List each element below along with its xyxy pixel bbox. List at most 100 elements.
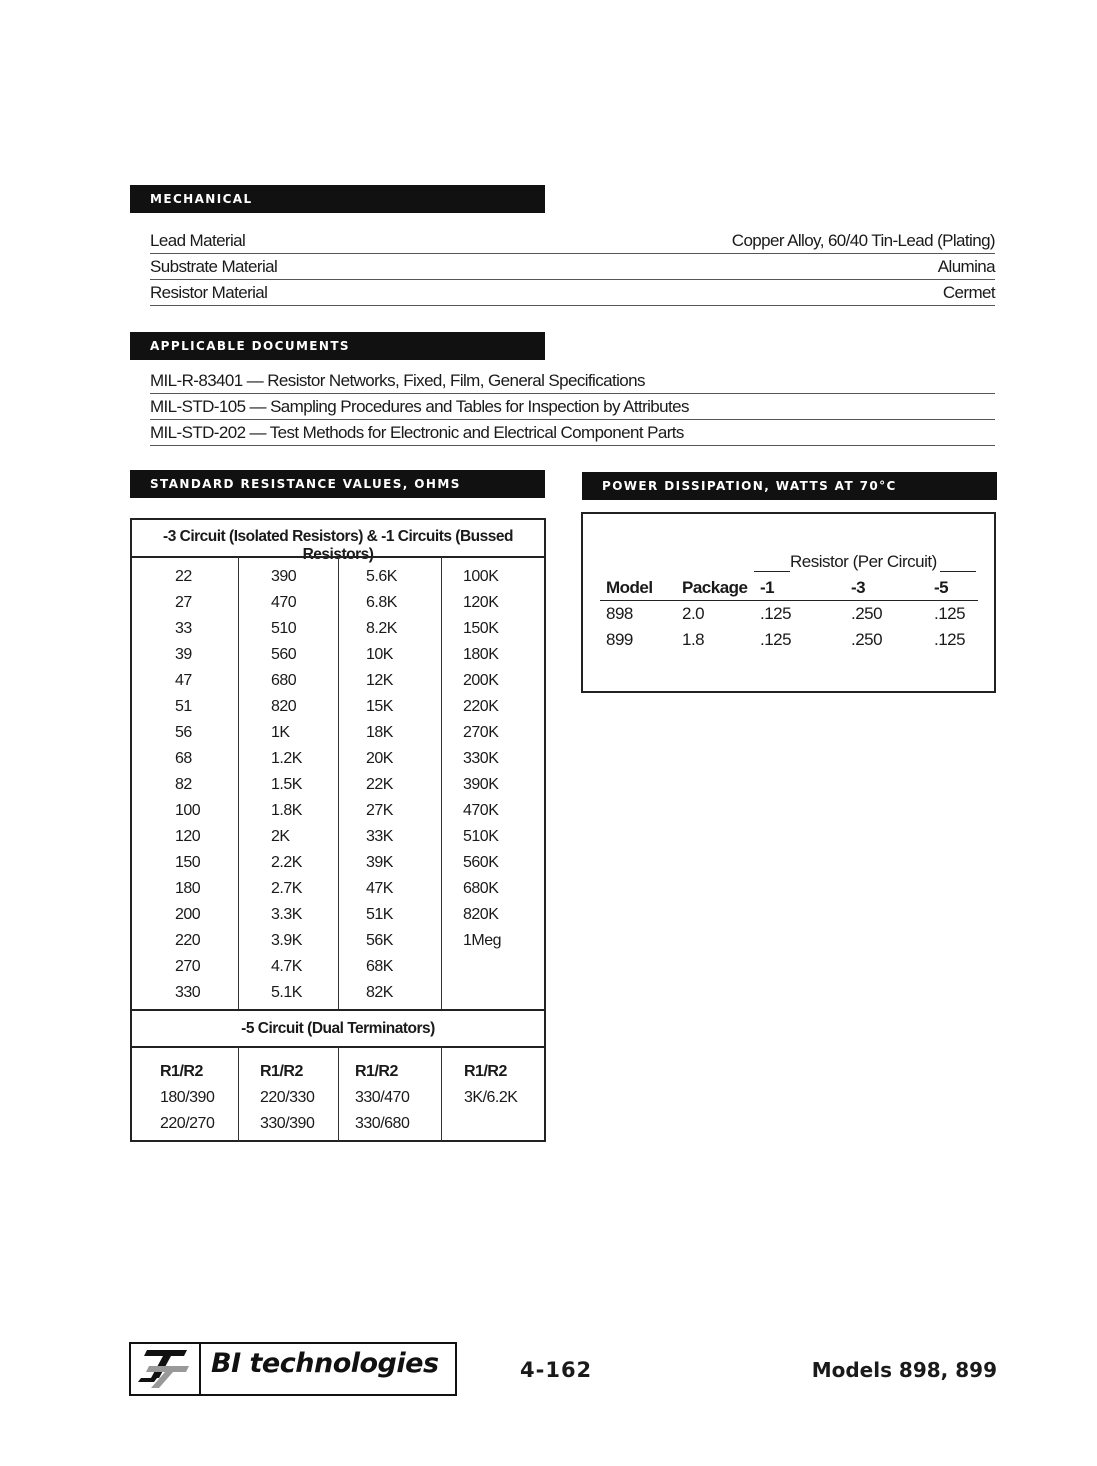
dual-value: 3K/6.2K <box>464 1089 518 1106</box>
resistance-value: 510K <box>463 828 499 845</box>
power-value: .125 <box>760 604 792 623</box>
resistance-value: 270 <box>175 958 201 975</box>
resistance-value: 1K <box>271 724 290 741</box>
resistance-value: 330 <box>175 984 201 1001</box>
resistance-value: 150 <box>175 854 201 871</box>
resistance-value: 220 <box>175 932 201 949</box>
column-divider <box>441 1047 442 1141</box>
resistance-value: 3.9K <box>271 932 302 949</box>
resistance-value: 510 <box>271 620 297 637</box>
resistance-value: 120K <box>463 594 499 611</box>
resistance-value: 51K <box>366 906 393 923</box>
resistance-value: 220K <box>463 698 499 715</box>
mechanical-row: Resistor Material Cermet <box>150 280 996 306</box>
resistance-value: 68 <box>175 750 192 767</box>
resistance-value: 2K <box>271 828 290 845</box>
dual-value: 330/390 <box>260 1115 315 1132</box>
group-rule <box>940 571 976 572</box>
resistance-value: 6.8K <box>366 594 397 611</box>
power-value: 1.8 <box>682 630 705 649</box>
document-item: MIL-R-83401 — Resistor Networks, Fixed, … <box>150 371 645 390</box>
resistance-value: 82K <box>366 984 393 1001</box>
resistance-value: 39K <box>366 854 393 871</box>
resistance-value: 56K <box>366 932 393 949</box>
resistance-value: 330K <box>463 750 499 767</box>
power-header: -1 <box>760 578 775 597</box>
resistance-value: 150K <box>463 620 499 637</box>
resistance-value: 200K <box>463 672 499 689</box>
mechanical-heading: Mechanical <box>130 185 545 213</box>
resistance-value: 5.6K <box>366 568 397 585</box>
document-item: MIL-STD-202 — Test Methods for Electroni… <box>150 423 684 442</box>
resistance-value: 120 <box>175 828 201 845</box>
resistance-table <box>130 518 546 1142</box>
resistance-value: 33K <box>366 828 393 845</box>
resistance-value: 270K <box>463 724 499 741</box>
resistance-value: 56 <box>175 724 192 741</box>
resistance-value: 180K <box>463 646 499 663</box>
resistance-value: 100K <box>463 568 499 585</box>
dual-value: R1/R2 <box>160 1063 203 1080</box>
power-value: .125 <box>934 604 966 623</box>
resistance-value: 560 <box>271 646 297 663</box>
logo-mark-icon <box>138 1350 189 1388</box>
resistance-value: 680 <box>271 672 297 689</box>
resistance-value: 1.2K <box>271 750 302 767</box>
power-value: .250 <box>851 604 883 623</box>
power-value: 2.0 <box>682 604 705 623</box>
mechanical-label: Substrate Material <box>150 257 278 276</box>
header-rule <box>600 600 978 601</box>
power-value: 899 <box>606 630 633 649</box>
column-divider <box>338 1047 339 1141</box>
column-divider <box>238 557 239 1009</box>
resistance-value: 100 <box>175 802 201 819</box>
resistance-value: 82 <box>175 776 192 793</box>
resistance-value: 12K <box>366 672 393 689</box>
resistance-value: 22 <box>175 568 192 585</box>
resistance-value: 47 <box>175 672 192 689</box>
document-row: MIL-STD-202 — Test Methods for Electroni… <box>150 420 995 446</box>
power-header: Package <box>682 578 748 597</box>
resistance-value: 1.8K <box>271 802 302 819</box>
resistance-value: 2.7K <box>271 880 302 897</box>
power-value: .125 <box>934 630 966 649</box>
dual-value: 330/680 <box>355 1115 410 1132</box>
resistance-value: 1Meg <box>463 932 502 949</box>
resistance-table-title: -3 Circuit (Isolated Resistors) & -1 Cir… <box>163 528 513 563</box>
mechanical-value: Copper Alloy, 60/40 Tin-Lead (Plating) <box>731 231 996 250</box>
resistance-value: 470 <box>271 594 297 611</box>
resistance-value: 4.7K <box>271 958 302 975</box>
dual-value: R1/R2 <box>260 1063 303 1080</box>
resistance-value: 8.2K <box>366 620 397 637</box>
power-heading: Power Dissipation, Watts at 70°C <box>582 472 997 500</box>
resistance-value: 27 <box>175 594 192 611</box>
power-value: 898 <box>606 604 633 623</box>
resistance-value: 390K <box>463 776 499 793</box>
page-number: 4-162 <box>520 1358 593 1382</box>
company-logo: BI technologies <box>129 1342 457 1396</box>
resistance-value: 820 <box>271 698 297 715</box>
document-row: MIL-STD-105 — Sampling Procedures and Ta… <box>150 394 995 420</box>
group-label: Resistor (Per Circuit) <box>790 552 937 571</box>
power-header: -5 <box>934 578 949 597</box>
resistance-value: 15K <box>366 698 393 715</box>
mechanical-value: Cermet <box>942 283 996 302</box>
resistance-value: 5.1K <box>271 984 302 1001</box>
resistance-value: 51 <box>175 698 192 715</box>
power-header: Model <box>606 578 653 597</box>
mechanical-label: Lead Material <box>150 231 246 250</box>
resistance-value: 20K <box>366 750 393 767</box>
dual-value: R1/R2 <box>464 1063 507 1080</box>
resistance-value: 39 <box>175 646 192 663</box>
document-row: MIL-R-83401 — Resistor Networks, Fixed, … <box>150 368 995 394</box>
document-item: MIL-STD-105 — Sampling Procedures and Ta… <box>150 397 690 416</box>
power-value: .125 <box>760 630 792 649</box>
group-rule <box>754 571 790 572</box>
models-label: Models 898, 899 <box>811 1358 997 1382</box>
dual-value: 330/470 <box>355 1089 410 1106</box>
dual-value: R1/R2 <box>355 1063 398 1080</box>
resistance-value: 47K <box>366 880 393 897</box>
dual-table-title: -5 Circuit (Dual Terminators) <box>241 1020 435 1037</box>
resistance-value: 390 <box>271 568 297 585</box>
resistance-value: 680K <box>463 880 499 897</box>
